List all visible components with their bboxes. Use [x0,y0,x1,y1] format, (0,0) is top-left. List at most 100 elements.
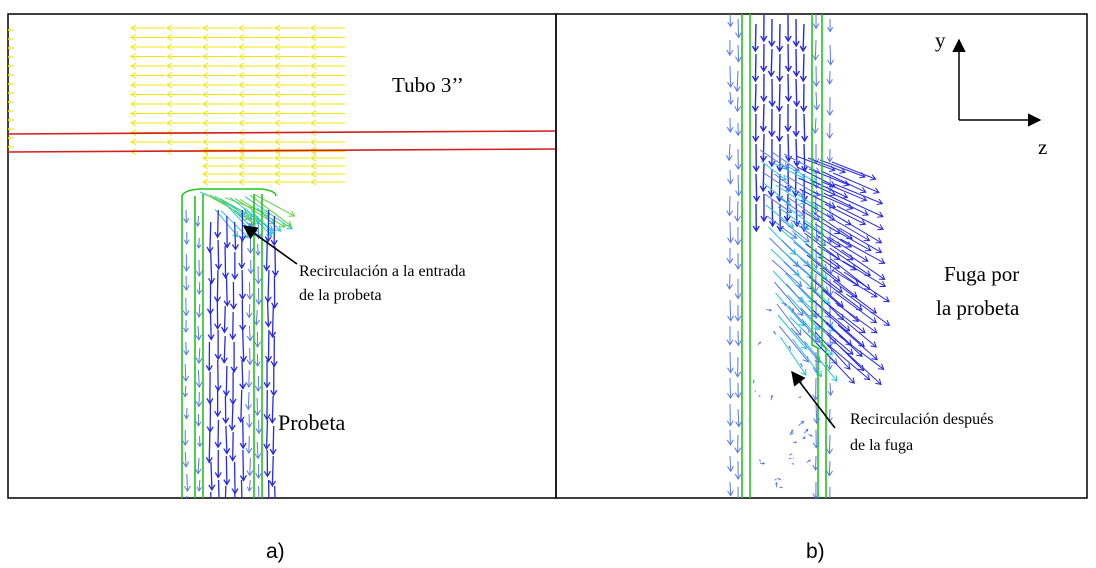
tube-flow-vector [792,48,800,78]
recirculation-vector [791,307,794,313]
tube-flow-vector [725,143,733,162]
specimen-flow-vector [214,419,222,449]
recirculation-vector [249,194,293,227]
specimen-flow-vector [263,239,271,272]
specimen-flow-vector [208,251,216,285]
specimen-flow-vector [222,365,230,397]
tube-flow-vector [759,103,767,133]
tube-flow-vector [775,113,784,143]
recirculation-vector [808,433,813,437]
pipe-flow-vector [310,72,345,79]
pipe-flow-vector [8,127,14,131]
pipe-flow-vector [310,162,345,170]
leak-flow-vector [801,318,833,356]
pipe-flow-vector [130,62,165,70]
pipe-flow-vector [310,119,345,127]
specimen-flow-vector [239,449,247,482]
pipe-flow-vector [130,53,165,60]
specimen-flow-vector [183,231,190,245]
specimen-flow-vector [229,371,237,406]
tube-flow-vector [727,351,734,374]
leak-flow-vector [778,217,810,243]
tube-flow-vector [784,43,793,73]
tube-flow-vector [767,168,775,198]
pipe-flow-vector [130,91,165,98]
tube-flow-vector [735,408,743,428]
leak-flow-vector [820,170,867,194]
tube-flow-vector [735,122,742,137]
leak-flow-vector [775,292,805,327]
pipe-flow-vector [202,100,237,108]
specimen-flow-vector [254,375,262,393]
leak-flow-vector [842,260,887,287]
recirculation-vector [789,432,794,436]
specimen-flow-vector [263,359,271,389]
pipe-flow-vector [274,119,309,127]
specimen-flow-vector [254,441,262,460]
specimen-flow-vector [271,275,279,310]
leak-flow-vector [824,311,865,348]
recirculation-vector [804,322,807,326]
leak-flow-vector [843,271,890,303]
pipe-flow-vector [238,162,273,170]
leak-flow-vector [823,300,866,334]
specimen-flow-vector [183,319,189,333]
leak-flow-vector [822,289,860,323]
leak-flow-vector [778,325,810,363]
specimen-flow-vector [205,431,213,464]
specimen-flow-vector [210,491,212,498]
specimen-flow-vector [197,435,203,448]
specimen-flow-vector [237,389,245,424]
leak-flow-vector [840,238,886,265]
recirculation-vector [766,308,773,312]
specimen-flow-vector [208,461,216,492]
pipe-flow-vector [130,72,165,79]
tube-flow-vector [784,73,793,103]
specimen-flow-vector [234,491,236,498]
leak-flow-vector [811,190,854,210]
specimen-flow-vector [246,347,254,366]
leak-flow-vector [766,215,798,239]
specimen-flow-vector [207,311,215,341]
specimen-walls-b [741,14,827,498]
pipe-flow-vector [166,119,201,127]
tube-flow-vector [792,168,800,198]
specimen-flow-vector [223,455,231,486]
tube-flow-vector [734,330,742,347]
pipe-flow-vector [202,53,237,60]
specimen-flow-vector [228,401,236,432]
pipe-flow-vector [310,110,345,117]
specimen-flow-vector [269,425,277,456]
pipe-flow-vector [238,138,273,146]
specimen-label: Probeta [278,410,345,435]
specimen-flow-vector [263,389,271,421]
specimen-flow-vector [182,275,190,292]
tube-flow-vector [727,299,734,322]
pipe-flow-vector [8,55,14,59]
leak-flow-vector [840,346,882,386]
leak-flow-vector [837,324,878,361]
pipe-flow-vector [310,81,345,89]
tube-flow-vector [734,278,742,300]
pipe-flow-vector [274,62,309,70]
leak-flow-vector [809,168,850,187]
tube-flow-vector [753,173,761,203]
specimen-flow-vector [222,395,230,425]
recirculation-vector [790,429,794,434]
tube-flow-vector [752,143,760,173]
pipe-flow-vector [202,170,237,178]
tube-flow-vector [727,91,734,106]
pipe-flow-vector [238,170,273,178]
panel-a: Tubo 3’’ Recirculación a la entrada de l… [7,13,557,499]
pipe-flow-vector [202,81,237,89]
leak-flow-vector [828,344,871,381]
specimen-flow-vector [217,479,220,498]
pipe-flow-vector [310,178,345,186]
pipe-flow-vector [274,81,309,89]
pipe-flow-vector [310,170,345,178]
specimen-flow-vector [195,259,203,277]
recirculation-vector [773,330,777,335]
tube-flow-vector [734,44,742,63]
recirculation-vector [800,362,803,368]
pipe-flow-vector [202,110,237,117]
